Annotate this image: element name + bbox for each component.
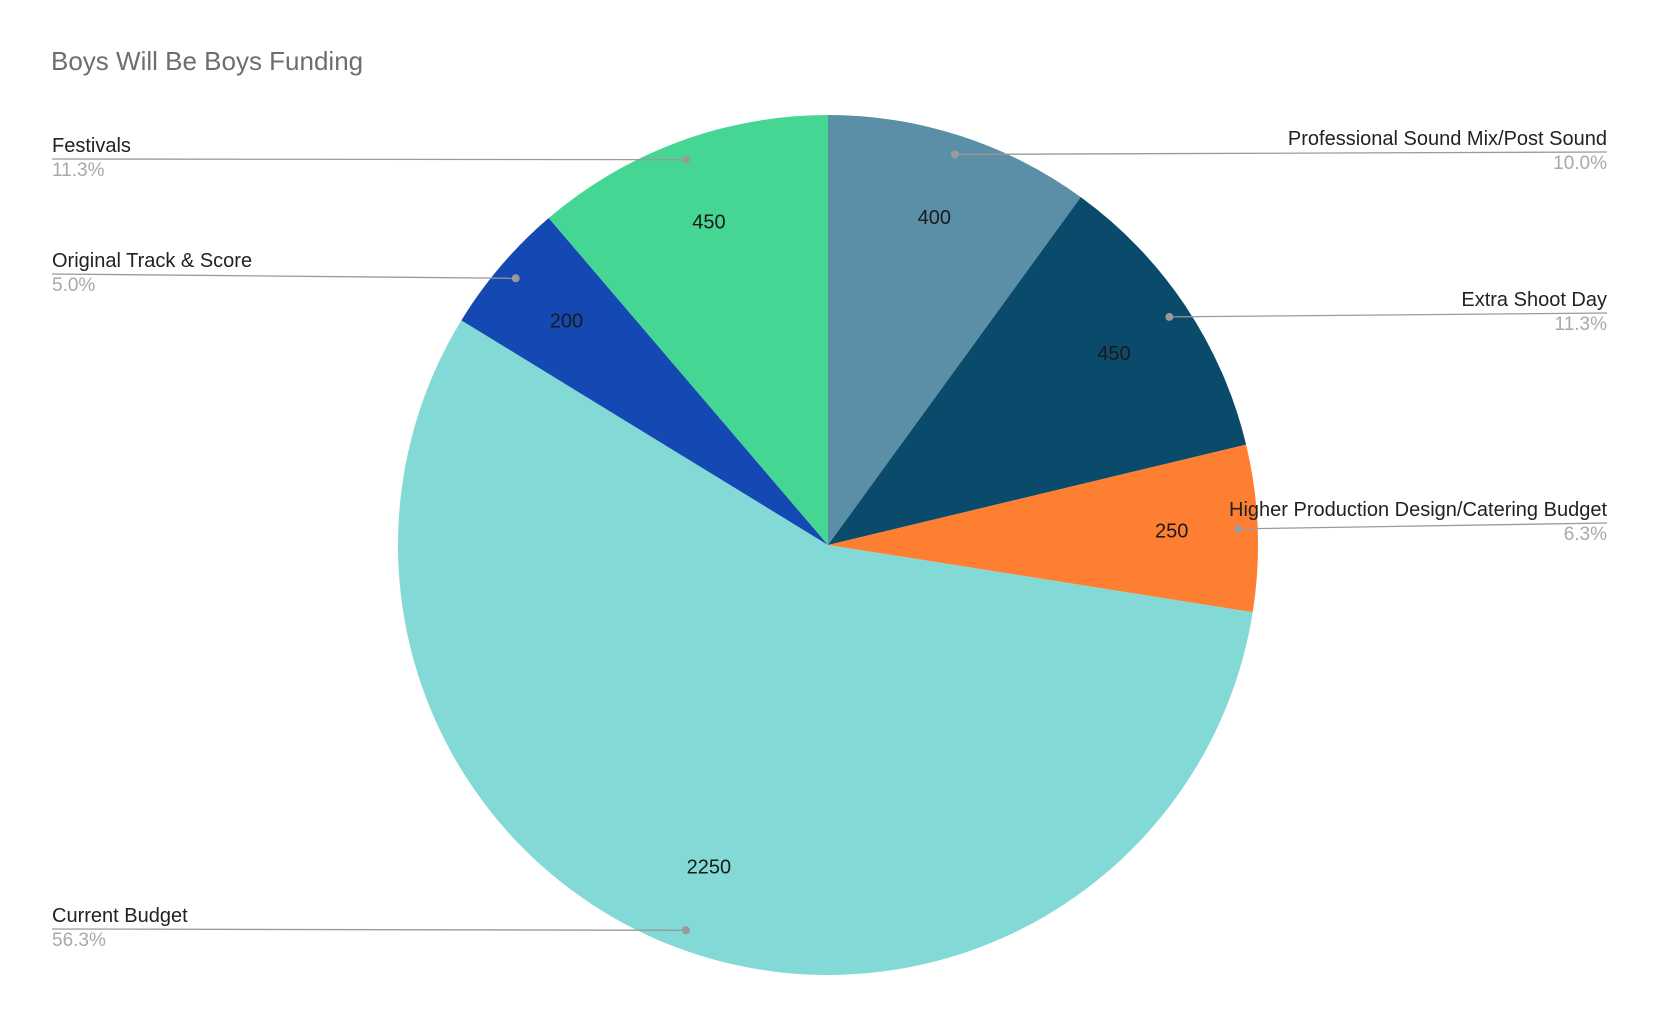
svg-text:Professional Sound Mix/Post So: Professional Sound Mix/Post Sound (1288, 128, 1607, 150)
svg-text:Higher Production Design/Cater: Higher Production Design/Catering Budget (1229, 499, 1607, 521)
svg-text:10.0%: 10.0% (1553, 153, 1607, 174)
svg-text:6.3%: 6.3% (1564, 524, 1607, 545)
svg-text:450: 450 (1097, 343, 1130, 365)
svg-text:2250: 2250 (687, 857, 732, 879)
svg-text:200: 200 (550, 311, 583, 333)
svg-text:Original Track & Score: Original Track & Score (52, 250, 252, 272)
svg-text:Extra Shoot Day: Extra Shoot Day (1461, 289, 1607, 311)
svg-text:Festivals: Festivals (52, 135, 131, 157)
svg-text:400: 400 (918, 207, 951, 229)
svg-text:450: 450 (692, 211, 725, 233)
svg-text:11.3%: 11.3% (52, 160, 105, 181)
svg-text:250: 250 (1155, 521, 1188, 543)
svg-text:11.3%: 11.3% (1555, 314, 1608, 335)
svg-text:Current Budget: Current Budget (52, 905, 188, 927)
svg-text:56.3%: 56.3% (52, 930, 106, 951)
svg-text:5.0%: 5.0% (52, 275, 95, 296)
